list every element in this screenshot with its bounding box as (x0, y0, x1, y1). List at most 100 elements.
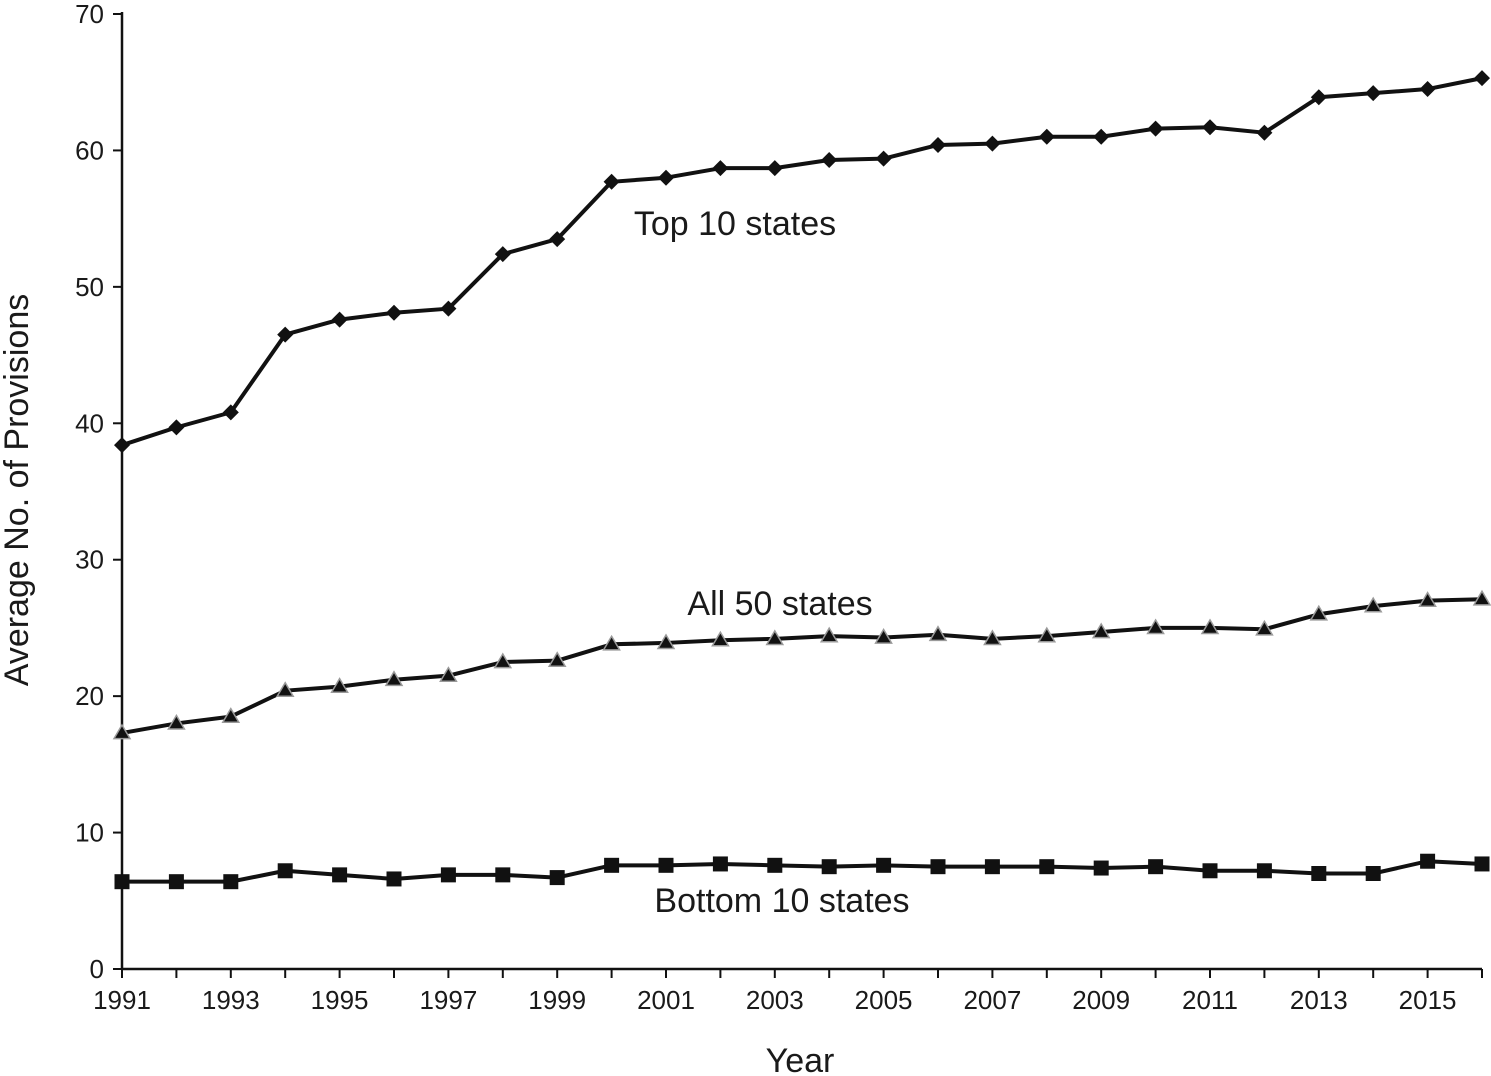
data-point-diamond (1419, 81, 1436, 98)
data-point-diamond (1256, 124, 1273, 141)
data-point-square (1256, 863, 1272, 879)
data-point-diamond (1202, 119, 1218, 136)
series-line (121, 597, 1483, 735)
y-tick-label: 0 (90, 954, 104, 984)
series-label-all-50: All 50 states (687, 585, 872, 623)
series-line (121, 76, 1483, 448)
data-point-triangle (275, 681, 295, 698)
data-point-diamond (331, 311, 348, 328)
y-tick-label: 20 (75, 681, 104, 711)
data-point-square (495, 867, 511, 883)
data-point-diamond (1474, 70, 1490, 87)
data-point-square (658, 857, 674, 873)
x-tick-label: 1991 (93, 985, 151, 1015)
data-point-triangle (1418, 591, 1437, 607)
x-ticks: 1991 1993 1995 1997 1999 2001 2003 2005 2007 2009… (93, 969, 1483, 1015)
data-point-square (821, 859, 837, 875)
x-tick-label: 1993 (202, 985, 260, 1015)
data-point-diamond (168, 419, 185, 436)
data-point-triangle (1363, 596, 1383, 613)
y-tick-label: 50 (75, 272, 104, 302)
data-point-triangle (112, 723, 132, 740)
data-point-square (114, 874, 130, 890)
data-point-diamond (277, 326, 294, 343)
data-point-diamond (114, 437, 130, 454)
data-point-diamond (821, 151, 838, 168)
data-point-square (277, 863, 293, 879)
data-point-square (1311, 866, 1327, 881)
data-point-triangle (1309, 604, 1329, 621)
series-group (112, 70, 1491, 890)
data-point-diamond (494, 246, 511, 263)
x-axis-title: Year (766, 1042, 835, 1076)
data-point-square (712, 856, 728, 872)
y-ticks: 0 10 20 30 40 50 60 70 (75, 0, 122, 984)
data-point-triangle (439, 666, 458, 683)
data-point-square (930, 859, 946, 875)
x-tick-label: 2007 (963, 985, 1021, 1015)
data-point-triangle (1200, 618, 1220, 635)
data-point-diamond (1147, 120, 1164, 137)
series-square (114, 853, 1490, 890)
data-point-diamond (712, 160, 729, 177)
data-point-triangle (1146, 618, 1165, 635)
data-point-diamond (658, 169, 674, 186)
data-point-square (1148, 859, 1164, 875)
data-point-triangle (547, 651, 567, 668)
data-point-square (984, 859, 1000, 875)
x-tick-label: 2001 (637, 985, 695, 1015)
series-triangle (112, 589, 1491, 740)
x-tick-label: 1995 (311, 985, 369, 1015)
data-point-triangle (819, 626, 839, 643)
data-point-square (1093, 860, 1109, 876)
data-point-diamond (386, 304, 402, 321)
data-point-diamond (1365, 85, 1382, 102)
series-line (122, 859, 1483, 884)
data-point-square (767, 857, 783, 873)
data-point-triangle (983, 629, 1002, 646)
data-point-triangle (384, 670, 404, 687)
data-point-triangle (928, 625, 948, 642)
data-point-triangle (330, 677, 349, 693)
data-point-square (876, 857, 892, 873)
data-point-square (223, 874, 239, 890)
x-tick-label: 2015 (1399, 985, 1457, 1015)
x-tick-label: 2011 (1182, 985, 1238, 1015)
y-tick-label: 70 (75, 0, 104, 29)
data-point-square (1365, 866, 1381, 881)
data-point-square (168, 874, 184, 890)
data-point-square (1039, 859, 1055, 875)
series-diamond (114, 70, 1490, 454)
data-point-diamond (984, 135, 1001, 152)
data-point-triangle (1255, 619, 1274, 636)
y-tick-label: 60 (75, 135, 104, 165)
data-point-square (332, 867, 348, 883)
x-tick-label: 2005 (855, 985, 913, 1015)
data-point-triangle (602, 634, 621, 651)
series-label-bottom-10: Bottom 10 states (654, 882, 909, 920)
data-point-diamond (1310, 89, 1327, 106)
data-point-triangle (711, 630, 730, 647)
data-point-triangle (1091, 622, 1111, 639)
data-point-triangle (874, 627, 893, 644)
data-point-diamond (930, 136, 946, 153)
data-point-square (1202, 863, 1218, 879)
data-point-triangle (1037, 626, 1057, 643)
y-axis-title: Average No. of Provisions (0, 294, 36, 686)
data-point-square (604, 857, 620, 873)
data-point-diamond (1038, 128, 1055, 145)
x-tick-label: 1997 (419, 985, 477, 1015)
data-point-diamond (440, 300, 457, 317)
x-tick-label: 2009 (1072, 985, 1130, 1015)
data-point-triangle (656, 633, 676, 650)
y-tick-label: 40 (75, 408, 104, 438)
data-point-diamond (603, 173, 620, 190)
data-point-square (440, 867, 456, 883)
x-tick-label: 2013 (1290, 985, 1348, 1015)
y-tick-label: 10 (75, 818, 104, 848)
data-point-triangle (221, 707, 241, 723)
x-tick-label: 2003 (746, 985, 804, 1015)
data-point-diamond (875, 150, 892, 167)
data-point-diamond (549, 231, 566, 248)
